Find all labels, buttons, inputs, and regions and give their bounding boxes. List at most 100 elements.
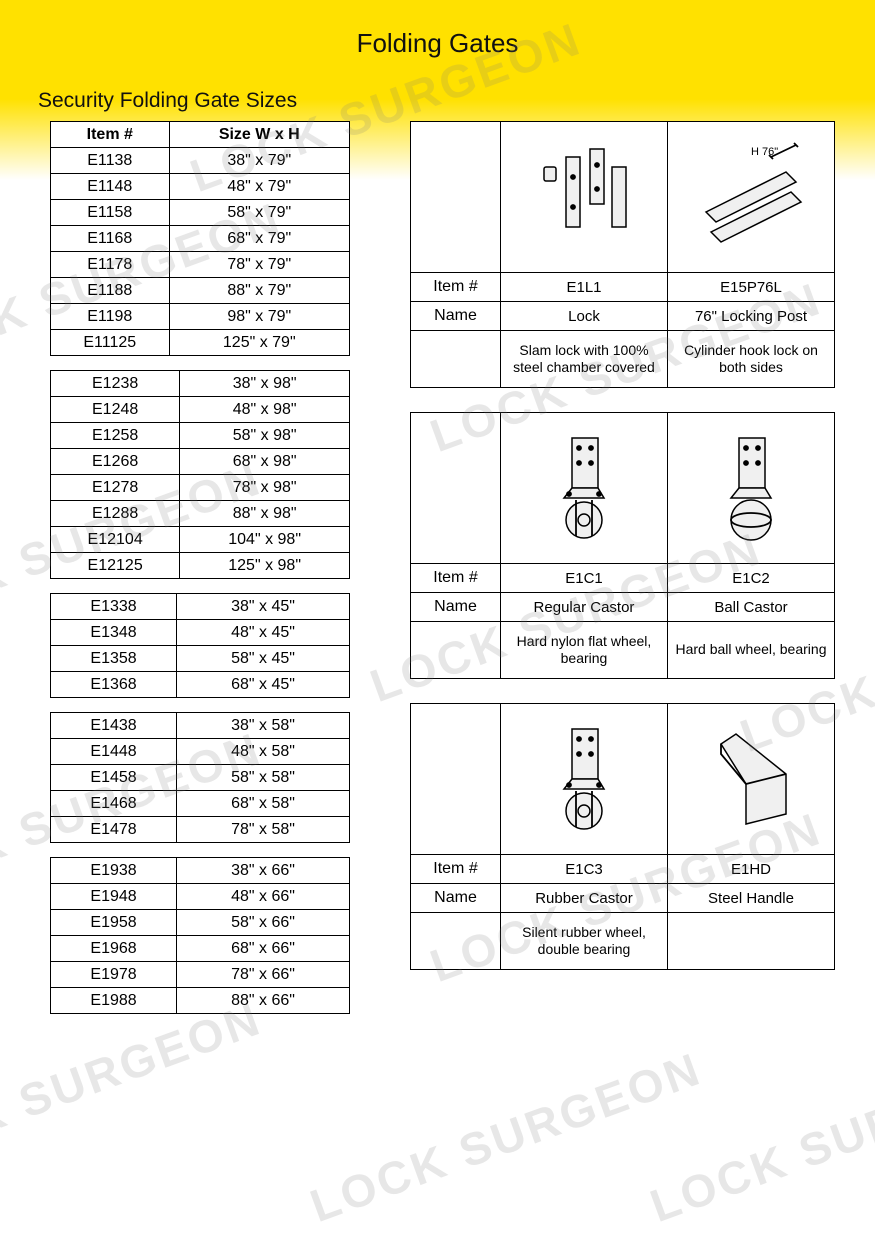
size-cell: 98" x 79"	[169, 304, 349, 330]
parts-image-spacer	[411, 122, 501, 272]
item-number-cell: E1438	[51, 713, 177, 739]
item-number-cell: E1158	[51, 200, 170, 226]
table-row: E12104104" x 98"	[51, 527, 350, 553]
parts-row-label-desc	[411, 913, 501, 969]
size-cell: 104" x 98"	[180, 527, 350, 553]
item-number-cell: E1448	[51, 739, 177, 765]
table-row: E124848" x 98"	[51, 397, 350, 423]
table-row: E134848" x 45"	[51, 620, 350, 646]
item-number-cell: E12125	[51, 553, 180, 579]
part-item-number: E1C2	[668, 564, 834, 592]
size-cell: 48" x 58"	[177, 739, 350, 765]
item-number-cell: E1278	[51, 475, 180, 501]
size-cell: 48" x 45"	[177, 620, 350, 646]
size-cell: 78" x 66"	[177, 962, 350, 988]
product-illustration: H 76"	[668, 122, 834, 272]
parts-row-label-name: Name	[411, 302, 501, 330]
parts-row-label-desc	[411, 622, 501, 678]
size-table: E133838" x 45"E134848" x 45"E135858" x 4…	[50, 593, 350, 698]
product-illustration	[501, 704, 668, 854]
part-item-number: E1C3	[501, 855, 668, 883]
part-item-number: E1HD	[668, 855, 834, 883]
table-row: E195858" x 66"	[51, 910, 350, 936]
part-name: Ball Castor	[668, 593, 834, 621]
size-cell: 38" x 45"	[177, 594, 350, 620]
size-table: E123838" x 98"E124848" x 98"E125858" x 9…	[50, 370, 350, 579]
page-title: Folding Gates	[30, 0, 845, 89]
item-number-cell: E1248	[51, 397, 180, 423]
table-row: E12125125" x 98"	[51, 553, 350, 579]
product-illustration	[668, 413, 834, 563]
size-cell: 88" x 66"	[177, 988, 350, 1014]
part-name: Steel Handle	[668, 884, 834, 912]
watermark: LOCK SURGEON	[643, 1041, 875, 1233]
parts-image-spacer	[411, 704, 501, 854]
item-number-cell: E1338	[51, 594, 177, 620]
size-table-header: Size W x H	[169, 122, 349, 148]
size-cell: 68" x 58"	[177, 791, 350, 817]
table-row: E115858" x 79"	[51, 200, 350, 226]
item-number-cell: E1348	[51, 620, 177, 646]
size-table: Item #Size W x HE113838" x 79"E114848" x…	[50, 121, 350, 356]
part-name: Regular Castor	[501, 593, 668, 621]
size-cell: 78" x 58"	[177, 817, 350, 843]
table-row: E116868" x 79"	[51, 226, 350, 252]
item-number-cell: E1168	[51, 226, 170, 252]
table-row: E135858" x 45"	[51, 646, 350, 672]
part-description: Slam lock with 100% steel chamber covere…	[501, 331, 668, 387]
table-row: E117878" x 79"	[51, 252, 350, 278]
product-illustration	[501, 122, 668, 272]
size-cell: 38" x 79"	[169, 148, 349, 174]
size-table-header: Item #	[51, 122, 170, 148]
item-number-cell: E1968	[51, 936, 177, 962]
table-row: E127878" x 98"	[51, 475, 350, 501]
table-row: E114848" x 79"	[51, 174, 350, 200]
table-row: E194848" x 66"	[51, 884, 350, 910]
part-name: Lock	[501, 302, 668, 330]
part-description: Silent rubber wheel, double bearing	[501, 913, 668, 969]
size-cell: 48" x 66"	[177, 884, 350, 910]
size-cell: 38" x 66"	[177, 858, 350, 884]
table-row: E143838" x 58"	[51, 713, 350, 739]
table-row: E147878" x 58"	[51, 817, 350, 843]
item-number-cell: E1178	[51, 252, 170, 278]
item-number-cell: E1358	[51, 646, 177, 672]
item-number-cell: E1938	[51, 858, 177, 884]
part-description	[668, 913, 834, 969]
item-number-cell: E1478	[51, 817, 177, 843]
part-item-number: E1L1	[501, 273, 668, 301]
table-row: E118888" x 79"	[51, 278, 350, 304]
size-cell: 58" x 66"	[177, 910, 350, 936]
item-number-cell: E1138	[51, 148, 170, 174]
table-row: E128888" x 98"	[51, 501, 350, 527]
table-row: E197878" x 66"	[51, 962, 350, 988]
size-cell: 48" x 79"	[169, 174, 349, 200]
item-number-cell: E1988	[51, 988, 177, 1014]
item-number-cell: E1468	[51, 791, 177, 817]
item-number-cell: E1268	[51, 449, 180, 475]
size-cell: 38" x 58"	[177, 713, 350, 739]
item-number-cell: E1978	[51, 962, 177, 988]
table-row: E133838" x 45"	[51, 594, 350, 620]
item-number-cell: E11125	[51, 330, 170, 356]
parts-row-label-name: Name	[411, 884, 501, 912]
size-cell: 125" x 98"	[180, 553, 350, 579]
part-description: Hard ball wheel, bearing	[668, 622, 834, 678]
item-number-cell: E1148	[51, 174, 170, 200]
part-name: 76" Locking Post	[668, 302, 834, 330]
parts-block: Item #E1C1E1C2NameRegular CastorBall Cas…	[410, 412, 835, 679]
parts-image-spacer	[411, 413, 501, 563]
part-item-number: E1C1	[501, 564, 668, 592]
parts-row-label-item: Item #	[411, 273, 501, 301]
size-cell: 58" x 45"	[177, 646, 350, 672]
size-cell: 58" x 79"	[169, 200, 349, 226]
table-row: E193838" x 66"	[51, 858, 350, 884]
table-row: E119898" x 79"	[51, 304, 350, 330]
table-row: E146868" x 58"	[51, 791, 350, 817]
item-number-cell: E1238	[51, 371, 180, 397]
table-row: E126868" x 98"	[51, 449, 350, 475]
item-number-cell: E1258	[51, 423, 180, 449]
part-description: Cylinder hook lock on both sides	[668, 331, 834, 387]
parts-column: H 76" Item #E1L1E15P76LNameLock76" Locki…	[410, 121, 845, 1028]
item-number-cell: E1198	[51, 304, 170, 330]
